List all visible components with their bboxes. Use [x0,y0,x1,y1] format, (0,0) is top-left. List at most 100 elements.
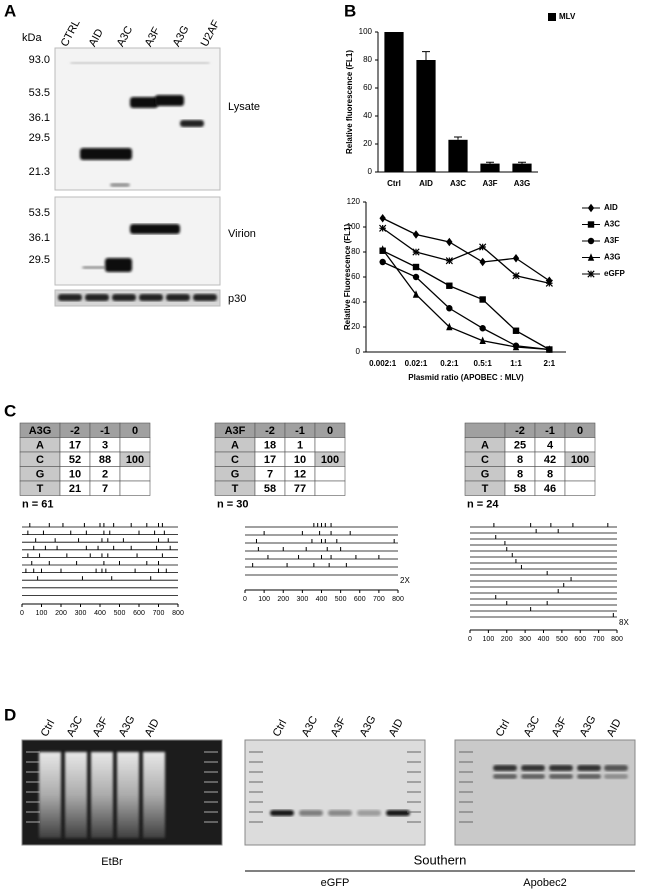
table-text: C [481,454,489,466]
table-cell [119,466,151,482]
x-tick-label: 600 [574,636,586,643]
band [577,774,601,779]
x-tick-label: 400 [538,636,550,643]
smear [65,752,87,838]
table-text: 18 [264,440,276,452]
lane-label: A3G [171,24,192,49]
band [105,258,132,272]
y-tick-label: 60 [363,83,372,92]
band [549,765,573,771]
band [70,62,210,64]
band [155,95,184,106]
point [545,279,553,287]
table-text: 0 [132,425,138,437]
point [512,327,520,334]
table-text: G [481,469,490,481]
table-text: 10 [294,454,306,466]
marker-label: 53.5 [29,87,50,99]
band [112,294,136,301]
x-tick-label: 0.002:1 [369,359,397,368]
lane-label: Ctrl [494,718,513,739]
band [270,810,294,816]
blot [54,47,221,191]
point [512,342,520,351]
line [382,217,550,282]
table-cell [119,480,151,496]
table-cell [564,466,596,482]
y-axis-label: Relative fluorescence (FL1) [345,50,354,154]
gel [454,739,636,846]
table-text: -1 [545,425,555,437]
table-text: 17 [69,440,81,452]
band [139,294,163,301]
point [479,296,486,303]
x-tick-label: 0 [468,636,472,643]
x-tick-label: 300 [519,636,531,643]
x-tick-label: 1:1 [510,359,522,368]
legend-marker [587,253,595,261]
table-text: A [481,440,489,452]
table-text: 4 [547,440,554,452]
y-tick-label: 100 [347,222,361,231]
point [446,322,453,331]
x-tick-label: 700 [593,636,605,643]
marker-label: 53.5 [29,207,50,219]
table-text: 1 [297,440,303,452]
band [577,765,601,771]
band [604,774,628,779]
y-tick-label: 100 [359,27,373,36]
marker-label: 36.1 [29,232,50,244]
band [180,120,204,127]
table-text: 88 [99,454,111,466]
panel-label: C [4,401,16,420]
error-bar [454,136,462,140]
lane-label: A3F [91,715,111,739]
x-tick-label: 500 [556,636,568,643]
table-text: A [231,440,239,452]
band [85,294,109,301]
band [58,294,82,301]
legend-label: A3F [604,236,619,245]
blot [54,196,221,286]
band [604,765,628,771]
table-text: 8 [547,469,553,481]
table-text: 52 [69,454,81,466]
point [512,254,520,263]
point [379,245,386,253]
x-tick-label: 300 [75,610,87,617]
table-text: -1 [100,425,110,437]
point [412,263,420,271]
point [546,345,553,353]
x-tick-label: 100 [483,636,495,643]
band [80,148,132,160]
x-tick-label: 300 [297,596,309,603]
y-tick-label: 20 [363,139,372,148]
table-cell [564,437,596,453]
legend-swatch [548,13,556,21]
point [446,305,453,312]
bar [416,60,436,172]
x-tick-label: 100 [36,610,48,617]
gel [244,739,426,846]
table-text: 0 [327,425,333,437]
panel-label: D [4,705,16,724]
y-axis-label: Relative Fluorescence (FL1) [343,224,352,331]
table-cell [314,466,346,482]
line [382,250,550,351]
smear [143,752,165,838]
table-cell [314,480,346,496]
legend-marker [587,270,595,278]
x-tick-label: 0 [243,596,247,603]
smear [117,752,139,838]
band [521,774,545,779]
x-tick-label: 0.02:1 [405,359,428,368]
legend-label: MLV [559,12,576,21]
bar [384,32,404,172]
legend-marker [587,221,595,228]
x-tick-label: 100 [258,596,270,603]
lane-label: A3C [115,24,136,49]
band [493,774,517,779]
x-tick-label: 700 [153,610,165,617]
legend-marker [587,237,595,245]
